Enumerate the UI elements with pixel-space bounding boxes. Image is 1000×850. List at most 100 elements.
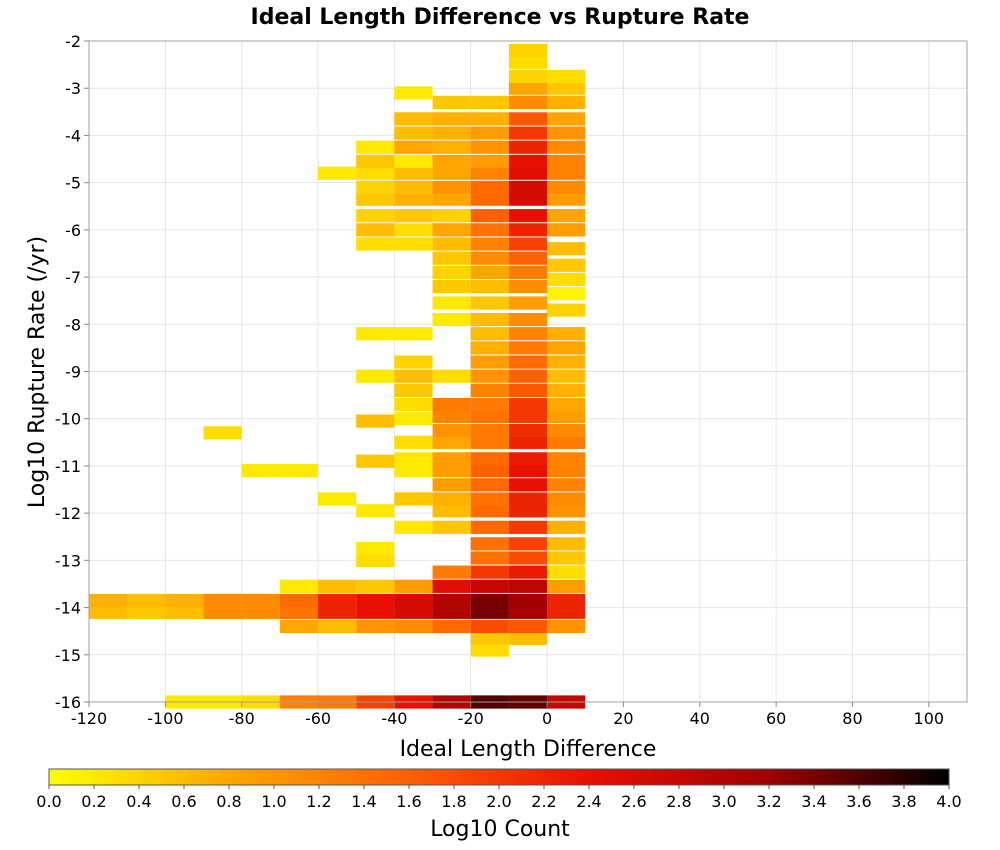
heatmap-cell bbox=[508, 452, 548, 466]
colorbar-tick-label: 1.6 bbox=[396, 792, 421, 811]
heatmap-cell bbox=[394, 209, 433, 223]
heatmap-cell bbox=[165, 605, 204, 619]
heatmap-cell bbox=[470, 631, 509, 645]
heatmap-cell bbox=[470, 551, 509, 565]
heatmap-cell bbox=[470, 355, 509, 369]
heatmap-cell bbox=[432, 126, 471, 140]
heatmap-cell bbox=[470, 312, 509, 327]
heatmap-cell bbox=[508, 81, 548, 95]
colorbar-tick-label: 2.8 bbox=[666, 792, 691, 811]
heatmap-cell bbox=[394, 593, 433, 608]
heatmap-cell bbox=[547, 166, 586, 180]
heatmap-cell bbox=[470, 619, 509, 634]
heatmap-cells bbox=[89, 43, 586, 709]
heatmap-cell bbox=[470, 126, 509, 140]
heatmap-cell bbox=[394, 355, 433, 369]
x-tick-label: 60 bbox=[766, 709, 786, 728]
heatmap-cell bbox=[394, 237, 433, 251]
heatmap-cell bbox=[356, 209, 395, 223]
heatmap-cell bbox=[356, 619, 395, 634]
heatmap-cell bbox=[508, 192, 548, 206]
heatmap-cell bbox=[356, 223, 395, 237]
heatmap-cell bbox=[356, 553, 395, 567]
heatmap-cell bbox=[508, 409, 548, 423]
heatmap-cell bbox=[547, 154, 586, 169]
y-tick-label: -3 bbox=[65, 79, 81, 98]
heatmap-cell bbox=[432, 95, 471, 109]
heatmap-cell bbox=[470, 251, 509, 265]
heatmap-cell bbox=[318, 166, 357, 180]
heatmap-cell bbox=[470, 409, 509, 423]
colorbar-tick-label: 1.2 bbox=[306, 792, 331, 811]
heatmap-cell bbox=[470, 112, 509, 126]
heatmap-cell bbox=[394, 435, 433, 449]
heatmap-cell bbox=[547, 126, 586, 140]
x-tick-label: -100 bbox=[147, 709, 183, 728]
heatmap-cell bbox=[508, 435, 548, 449]
heatmap-cell bbox=[508, 579, 548, 593]
heatmap-cell bbox=[394, 412, 433, 426]
colorbar-tick-label: 0.2 bbox=[81, 792, 106, 811]
heatmap-cell bbox=[470, 383, 509, 397]
colorbar-tick-label: 1.8 bbox=[441, 792, 466, 811]
heatmap-cell bbox=[432, 166, 471, 180]
heatmap-cell bbox=[508, 619, 548, 634]
colorbar-tick-label: 0.6 bbox=[171, 792, 196, 811]
heatmap-cell bbox=[470, 95, 509, 109]
colorbar-tick-label: 1.4 bbox=[351, 792, 376, 811]
heatmap-cell bbox=[508, 593, 548, 608]
y-axis-ticks: -2 -3 -4 -5 -6 -7 -8 -9 -10 -11 -12 -13 -14 -15 -16 bbox=[55, 32, 89, 712]
heatmap-cell bbox=[547, 478, 586, 492]
colorbar-label: Log10 Count bbox=[430, 817, 570, 842]
heatmap-cell bbox=[547, 192, 586, 206]
heatmap-cell bbox=[470, 579, 509, 593]
heatmap-cell bbox=[356, 192, 395, 206]
x-tick-label: -40 bbox=[381, 709, 407, 728]
heatmap-cell bbox=[241, 593, 280, 608]
heatmap-cell bbox=[432, 619, 471, 634]
heatmap-cell bbox=[127, 605, 166, 619]
y-tick-label: -15 bbox=[55, 646, 81, 665]
heatmap-cell bbox=[547, 504, 586, 518]
heatmap-cell bbox=[432, 112, 471, 126]
heatmap-cell bbox=[394, 86, 433, 100]
heatmap-cell bbox=[470, 296, 509, 310]
heatmap-cell bbox=[432, 265, 471, 279]
heatmap-cell bbox=[508, 341, 548, 355]
heatmap-cell bbox=[547, 209, 586, 223]
heatmap-cell bbox=[547, 520, 586, 534]
heatmap-cell bbox=[508, 565, 548, 579]
heatmap-cell bbox=[508, 397, 548, 412]
heatmap-cell bbox=[547, 423, 586, 438]
heatmap-cell bbox=[547, 303, 586, 317]
heatmap-cell bbox=[318, 579, 357, 593]
colorbar-tick-label: 3.8 bbox=[891, 792, 916, 811]
heatmap-cell bbox=[394, 397, 433, 412]
heatmap-cell bbox=[508, 383, 548, 397]
heatmap-cell bbox=[394, 140, 433, 154]
heatmap-cell bbox=[356, 454, 395, 468]
heatmap-cell bbox=[547, 242, 586, 256]
heatmap-cell bbox=[394, 383, 433, 397]
heatmap-cell bbox=[432, 251, 471, 265]
heatmap-cell bbox=[432, 296, 471, 310]
heatmap-cell bbox=[89, 593, 128, 608]
heatmap-cell bbox=[508, 166, 548, 180]
colorbar-tick-label: 0.0 bbox=[36, 792, 61, 811]
heatmap-cell bbox=[508, 537, 548, 551]
heatmap-cell bbox=[432, 579, 471, 593]
heatmap-cell bbox=[127, 593, 166, 608]
heatmap-cell bbox=[432, 154, 471, 169]
heatmap-cell bbox=[508, 464, 548, 478]
heatmap-cell bbox=[432, 223, 471, 237]
heatmap-cell bbox=[547, 397, 586, 412]
heatmap-cell bbox=[508, 355, 548, 369]
heatmap-cell bbox=[203, 426, 242, 440]
heatmap-cell bbox=[470, 166, 509, 180]
heatmap-cell bbox=[470, 341, 509, 355]
heatmap-cell bbox=[394, 126, 433, 140]
x-tick-label: -120 bbox=[71, 709, 107, 728]
x-tick-label: 80 bbox=[842, 709, 862, 728]
heatmap-cell bbox=[508, 95, 548, 109]
